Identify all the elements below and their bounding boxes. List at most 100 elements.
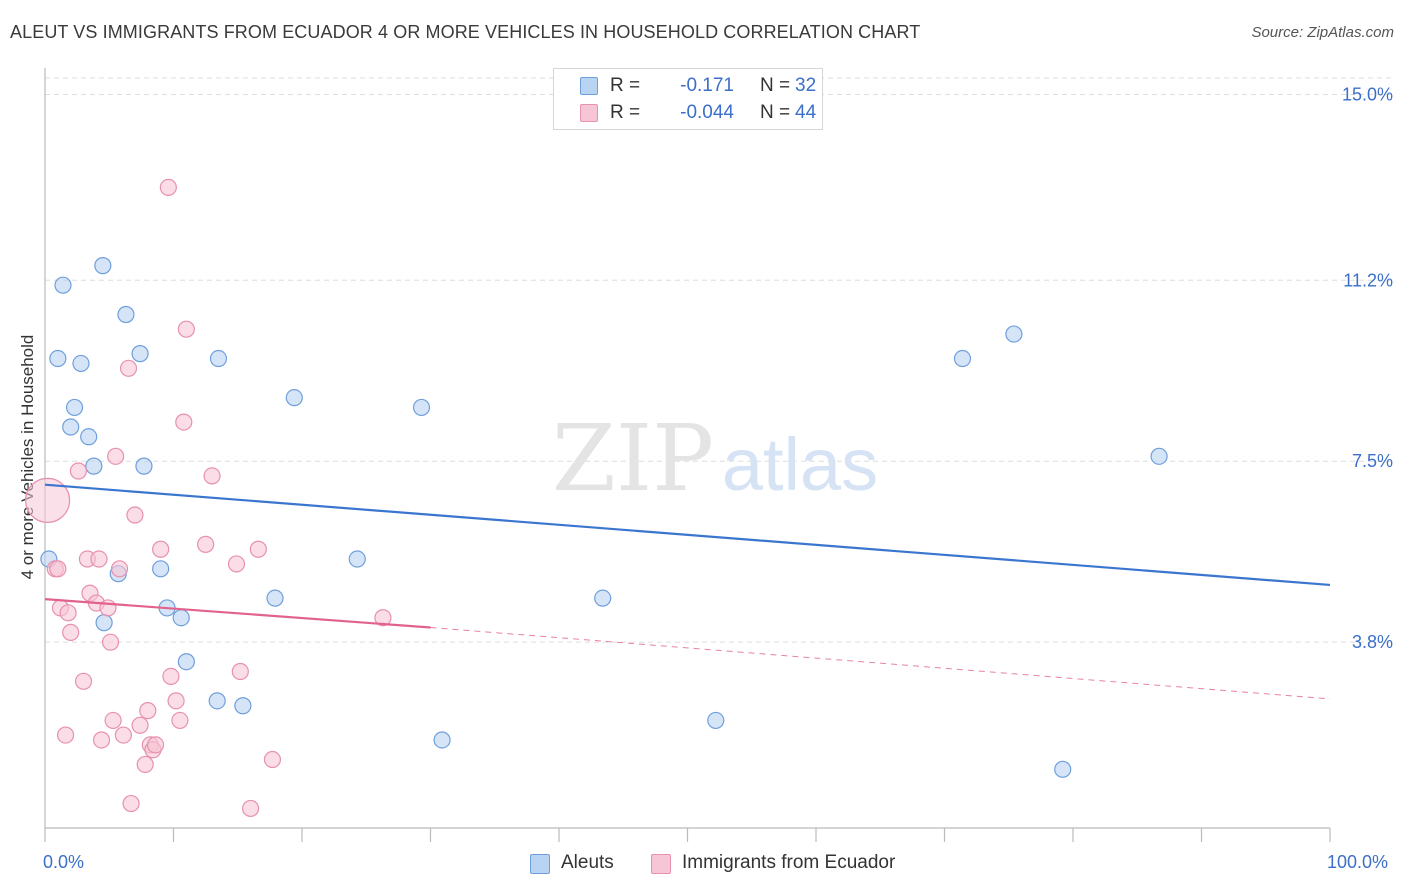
aleut-point: [172, 609, 190, 627]
aleut-point: [208, 692, 226, 710]
legend-n-value: 44: [795, 102, 817, 123]
ecuador-point: [122, 794, 140, 813]
ecuador-point: [104, 711, 122, 730]
aleut-point: [285, 389, 303, 407]
ecuador-point: [107, 447, 125, 465]
ecuador-point: [152, 540, 170, 558]
series-legend-label: Immigrants from Ecuador: [682, 852, 896, 873]
ecuador-point: [159, 178, 177, 196]
correlation-legend: R = -0.171 N = 32 R = -0.044 N = 44: [553, 68, 823, 130]
series-swatch-aleuts: [530, 854, 550, 874]
aleut-point: [433, 731, 451, 749]
ecuador-trend-line: [44, 598, 431, 629]
aleut-point: [152, 560, 170, 578]
y-tick-labels: 3.8% 7.5% 11.2% 15.0%: [1342, 84, 1393, 652]
aleut-point: [72, 354, 90, 373]
aleut-point: [49, 349, 67, 368]
ecuador-point: [249, 540, 267, 558]
y-tick-label: 7.5%: [1352, 451, 1393, 471]
legend-n-value: 32: [795, 75, 817, 96]
watermark: ZIP atlas: [552, 405, 878, 512]
x-tick-label-min: 0.0%: [43, 852, 85, 872]
ecuador-point: [263, 750, 282, 769]
aleut-point: [131, 345, 149, 363]
y-tick-label: 3.8%: [1352, 632, 1393, 652]
aleut-point: [953, 349, 972, 368]
aleut-point: [177, 653, 195, 671]
ecuador-point: [101, 633, 120, 651]
watermark-zip: ZIP: [552, 405, 714, 512]
aleut-trend-line: [44, 483, 1331, 587]
watermark-atlas: atlas: [722, 423, 878, 506]
aleut-point: [348, 550, 366, 568]
legend-swatch-ecuador: [580, 104, 598, 122]
aleut-point: [85, 457, 103, 475]
legend-swatch-aleuts: [580, 77, 598, 95]
ecuador-point: [175, 413, 193, 431]
x-tick-label-max: 100.0%: [1327, 852, 1389, 872]
ecuador-point: [374, 609, 392, 627]
aleut-point: [135, 457, 153, 475]
ecuador-point: [231, 662, 249, 681]
legend-r-value: -0.044: [680, 102, 734, 123]
aleut-point: [266, 589, 284, 607]
ecuador-point: [242, 799, 260, 818]
ecuador-point: [162, 667, 180, 686]
aleut-point: [594, 589, 612, 607]
ecuador-trend-line-extension: [430, 626, 1331, 700]
legend-n-label: N =: [760, 75, 791, 96]
ecuador-point: [167, 692, 185, 710]
aleut-point: [707, 711, 725, 730]
trend-lines: [44, 483, 1331, 700]
series-swatch-ecuador: [651, 854, 671, 874]
ecuador-point: [59, 604, 77, 622]
aleut-point: [1005, 325, 1023, 343]
aleut-point: [95, 614, 113, 632]
series-legend-label: Aleuts: [561, 852, 614, 873]
ecuador-point: [139, 702, 157, 720]
ecuador-point: [92, 731, 111, 749]
ecuador-point: [126, 506, 144, 524]
aleut-point: [54, 276, 72, 294]
aleut-point: [1054, 760, 1072, 778]
aleut-point: [209, 349, 228, 368]
ecuador-point: [177, 320, 195, 338]
chart-title: ALEUT VS IMMIGRANTS FROM ECUADOR 4 OR MO…: [10, 22, 921, 42]
aleut-point: [65, 398, 84, 417]
ecuador-point: [119, 359, 138, 377]
aleut-point: [117, 305, 135, 324]
ecuador-point: [171, 711, 189, 730]
ecuador-point: [62, 623, 80, 641]
aleut-point: [412, 398, 431, 417]
ecuador-point: [146, 736, 165, 754]
ecuador-point: [74, 672, 93, 690]
ecuador-point: [110, 560, 129, 578]
y-tick-label: 11.2%: [1343, 270, 1393, 290]
source-label: Source: ZipAtlas.com: [1251, 24, 1394, 41]
ecuador-point: [114, 726, 132, 744]
ecuador-point: [131, 716, 149, 734]
series-legend: Aleuts Immigrants from Ecuador: [0, 852, 1406, 878]
ecuador-point: [69, 462, 88, 480]
gridlines: [45, 77, 1393, 643]
legend-n-label: N =: [760, 102, 791, 123]
aleut-point: [1150, 447, 1168, 465]
ecuador-point: [56, 726, 75, 744]
legend-r-label: R =: [610, 75, 641, 96]
ecuador-point: [49, 560, 67, 578]
legend-r-label: R =: [610, 102, 641, 123]
ecuador-point: [136, 755, 154, 774]
ecuador-point: [24, 477, 71, 523]
ecuador-point: [197, 535, 215, 553]
aleut-point: [94, 257, 112, 275]
aleut-point: [80, 428, 98, 446]
axes: [44, 68, 1331, 842]
ecuador-point: [203, 467, 221, 485]
y-tick-label: 15.0%: [1342, 84, 1393, 104]
legend-r-value: -0.171: [680, 75, 734, 96]
aleut-point: [234, 697, 252, 715]
ecuador-point: [90, 550, 108, 568]
aleut-point: [62, 418, 80, 436]
ecuador-point: [227, 555, 246, 573]
